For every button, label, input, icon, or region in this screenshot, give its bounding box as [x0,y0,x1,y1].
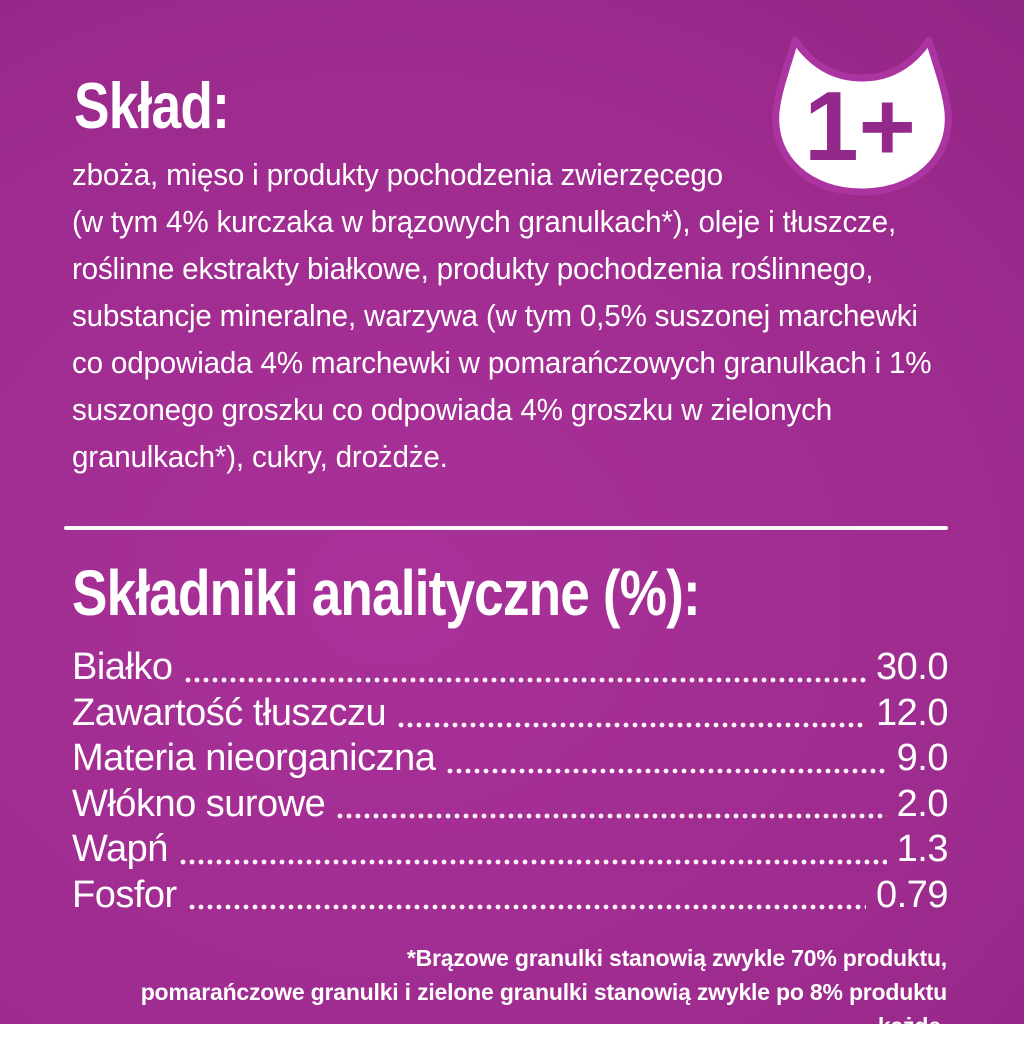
footnote-line: pomarańczowe granulki i zielone granulki… [140,979,948,1039]
table-row: Włókno surowe 2.0 [72,782,949,829]
cat-head-1plus-badge: 1+ [772,36,952,196]
row-label: Wapń [72,828,168,870]
analytical-table: Białko 30.0 Zawartość tłuszczu 12.0 Mate… [72,646,949,920]
dotted-leader [184,676,867,683]
row-label: Materia nieorganiczna [72,737,436,779]
ingredients-line: granulkach*), cukry, drożdże. [72,439,448,474]
dotted-leader [447,767,887,774]
row-value: 2.0 [896,782,949,825]
ingredients-line: roślinne ekstrakty białkowe, produkty po… [72,251,874,286]
row-label: Fosfor [72,873,177,916]
dotted-leader [337,813,887,819]
dotted-leader [179,858,887,865]
age-badge-label: 1+ [804,71,916,181]
footnote-line: *Brązowe granulki stanowią zwykle 70% pr… [406,945,947,971]
table-row: Fosfor 0.79 [72,874,948,920]
row-value: 0.79 [876,873,948,916]
ingredients-line: (w tym 4% kurczaka w brązowych granulkac… [72,204,896,239]
dotted-leader [398,722,867,728]
ingredients-line: co odpowiada 4% marchewki w pomarańczowy… [72,345,932,380]
table-row: Białko 30.0 [72,646,948,692]
section-divider [64,526,948,530]
row-value: 1.3 [896,828,949,870]
table-row: Wapń 1.3 [72,828,949,874]
ingredients-title: Skład: [74,69,230,142]
row-label: Zawartość tłuszczu [72,691,387,734]
row-value: 12.0 [876,691,948,734]
ingredients-line: substancje mineralne, warzywa (w tym 0,5… [72,298,918,333]
row-value: 30.0 [876,646,948,688]
ingredients-line: suszonego groszku co odpowiada 4% groszk… [72,392,833,427]
footnote: *Brązowe granulki stanowią zwykle 70% pr… [100,941,948,1043]
ingredients-paragraph: zboża, mięso i produkty pochodzenia zwie… [72,151,932,480]
analytical-title: Składniki analityczne (%): [72,557,701,629]
cat-head-icon [772,36,952,196]
dotted-leader [188,904,867,910]
row-value: 9.0 [896,737,949,779]
row-label: Włókno surowe [72,782,326,825]
ingredients-line: zboża, mięso i produkty pochodzenia zwie… [72,157,723,192]
table-row: Zawartość tłuszczu 12.0 [72,692,948,738]
row-label: Białko [72,646,173,688]
table-row: Materia nieorganiczna 9.0 [72,737,949,783]
